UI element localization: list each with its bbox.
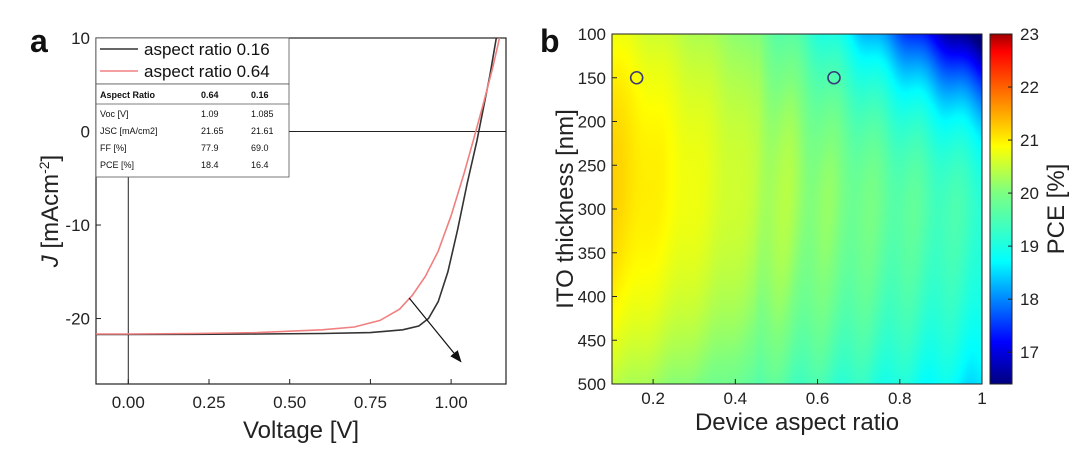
x-tick-label: 0.50 xyxy=(273,393,306,412)
y-tick-label: 250 xyxy=(578,156,606,175)
panel-a-table: Aspect Ratio 0.64 0.16 Voc [V] 1.09 1.08… xyxy=(95,83,290,178)
operating-point-marker xyxy=(629,70,644,85)
panel-b-ylabel: ITO thickness [nm] xyxy=(552,109,579,309)
colorbar-tick-label: 21 xyxy=(1020,131,1039,150)
panel-a-legend: aspect ratio 0.16 aspect ratio 0.64 xyxy=(95,37,290,85)
x-tick-label: 0.75 xyxy=(354,393,387,412)
x-tick-label: 0.00 xyxy=(112,393,145,412)
y-tick-label: 10 xyxy=(71,29,90,48)
panel-b-chart: 0.2 0.4 0.6 0.8 1 100 150 200 250 300 350 400 450 50… xyxy=(552,25,1070,436)
panel-a-frame xyxy=(95,37,507,385)
x-tick-label: 0.25 xyxy=(192,393,225,412)
table-row-jsc-label: JSC [mA/cm2] xyxy=(100,126,158,136)
y-tick-label: 450 xyxy=(578,331,606,350)
legend-label-0.16: aspect ratio 0.16 xyxy=(144,40,270,59)
y-tick-label: 100 xyxy=(578,25,606,44)
pce-heatmap xyxy=(612,34,982,384)
colorbar-tick-label: 19 xyxy=(1020,237,1039,256)
panel-a-chart: 0.00 0.25 0.50 0.75 1.00 -20 -10 0 10 aspect ra… xyxy=(36,29,507,444)
table-row-jsc-016: 21.61 xyxy=(251,126,274,136)
colorbar-tick-label: 20 xyxy=(1020,184,1039,203)
panel-a-xlabel: Voltage [V] xyxy=(243,417,359,444)
y-tick-label: 400 xyxy=(578,288,606,307)
colorbar-label: PCE [%] xyxy=(1043,164,1070,255)
y-tick-label: 150 xyxy=(578,69,606,88)
table-row-jsc-064: 21.65 xyxy=(201,126,224,136)
colorbar-tick-label: 17 xyxy=(1020,343,1039,362)
legend-label-0.64: aspect ratio 0.64 xyxy=(144,62,270,81)
table-row-ff-label: FF [%] xyxy=(100,143,127,153)
y-tick-label: -10 xyxy=(65,216,90,235)
x-tick-label: 0.4 xyxy=(724,389,748,408)
panel-a-letter: a xyxy=(30,23,48,59)
operating-point-marker xyxy=(827,70,841,85)
trend-arrow xyxy=(408,297,462,363)
x-tick-label: 1 xyxy=(977,389,986,408)
colorbar-tick-label: 23 xyxy=(1020,25,1039,44)
table-row-voc-064: 1.09 xyxy=(201,109,219,119)
colorbar-tick-label: 22 xyxy=(1020,78,1039,97)
y-tick-label: 350 xyxy=(578,244,606,263)
table-row-pce-016: 16.4 xyxy=(251,160,269,170)
panel-b-letter: b xyxy=(540,23,560,59)
colorbar xyxy=(989,33,1013,385)
x-tick-label: 0.2 xyxy=(641,389,665,408)
table-header-016: 0.16 xyxy=(251,90,269,100)
table-row-ff-064: 77.9 xyxy=(201,143,219,153)
jv-curve-aspect-ratio-0.64 xyxy=(96,38,501,335)
panel-a-ylabel: J [mAcm-2] xyxy=(36,155,64,268)
table-row-pce-label: PCE [%] xyxy=(100,160,134,170)
y-tick-label: 0 xyxy=(81,123,90,142)
table-row-voc-label: Voc [V] xyxy=(100,109,129,119)
panel-b-xlabel: Device aspect ratio xyxy=(695,409,899,436)
y-tick-label: -20 xyxy=(65,310,90,329)
table-header-064: 0.64 xyxy=(201,90,219,100)
x-tick-label: 0.8 xyxy=(888,389,912,408)
y-tick-label: 300 xyxy=(578,200,606,219)
colorbar-tick-label: 18 xyxy=(1020,290,1039,309)
x-tick-label: 1.00 xyxy=(435,393,468,412)
table-row-ff-016: 69.0 xyxy=(251,143,269,153)
table-header-label: Aspect Ratio xyxy=(100,90,156,100)
x-tick-label: 0.6 xyxy=(806,389,830,408)
y-tick-label: 200 xyxy=(578,113,606,132)
y-tick-label: 500 xyxy=(578,375,606,394)
jv-curve-aspect-ratio-0.16 xyxy=(96,38,498,336)
table-row-voc-016: 1.085 xyxy=(251,109,274,119)
table-row-pce-064: 18.4 xyxy=(201,160,219,170)
